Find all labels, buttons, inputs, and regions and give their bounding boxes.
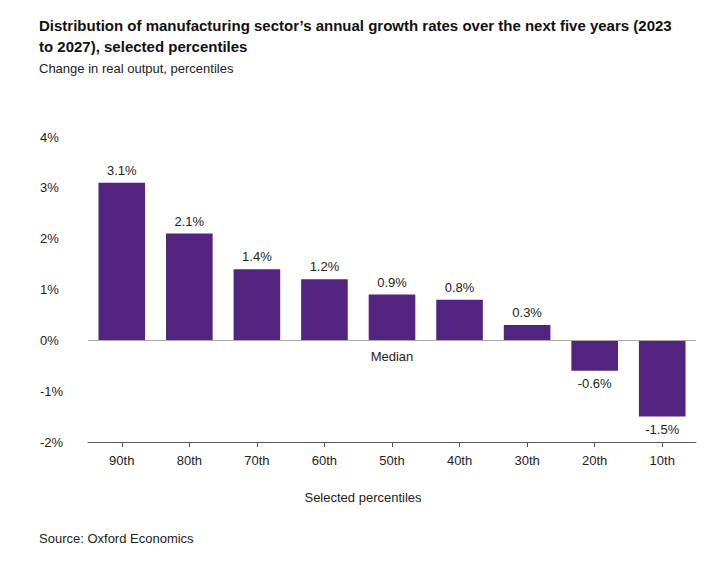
svg-text:20th: 20th: [582, 453, 607, 468]
svg-text:80th: 80th: [177, 453, 202, 468]
svg-text:4%: 4%: [40, 130, 59, 145]
svg-text:Source: Oxford Economics: Source: Oxford Economics: [39, 531, 194, 546]
svg-text:70th: 70th: [244, 453, 269, 468]
svg-text:60th: 60th: [312, 453, 337, 468]
svg-text:Selected percentiles: Selected percentiles: [304, 490, 422, 505]
svg-text:-1.5%: -1.5%: [645, 422, 679, 437]
svg-text:90th: 90th: [109, 453, 134, 468]
svg-text:Distribution of manufacturing: Distribution of manufacturing sector’s a…: [39, 17, 676, 34]
svg-text:2.1%: 2.1%: [175, 214, 205, 229]
svg-text:3.1%: 3.1%: [107, 163, 137, 178]
svg-text:40th: 40th: [447, 453, 472, 468]
svg-text:-0.6%: -0.6%: [578, 376, 612, 391]
svg-text:1.4%: 1.4%: [242, 249, 272, 264]
svg-text:Change in real output, percent: Change in real output, percentiles: [39, 61, 234, 76]
svg-text:30th: 30th: [514, 453, 539, 468]
svg-text:3%: 3%: [40, 180, 59, 195]
svg-text:-2%: -2%: [40, 435, 64, 450]
svg-text:10th: 10th: [650, 453, 675, 468]
svg-text:2%: 2%: [40, 231, 59, 246]
svg-text:Median: Median: [371, 349, 414, 364]
svg-text:-1%: -1%: [40, 384, 64, 399]
svg-text:0.9%: 0.9%: [377, 275, 407, 290]
svg-text:0.8%: 0.8%: [445, 280, 475, 295]
svg-text:1%: 1%: [40, 282, 59, 297]
svg-text:to 2027), selected percentiles: to 2027), selected percentiles: [39, 38, 247, 55]
svg-text:0.3%: 0.3%: [512, 305, 542, 320]
svg-text:0%: 0%: [40, 333, 59, 348]
svg-text:1.2%: 1.2%: [310, 259, 340, 274]
svg-text:50th: 50th: [379, 453, 404, 468]
